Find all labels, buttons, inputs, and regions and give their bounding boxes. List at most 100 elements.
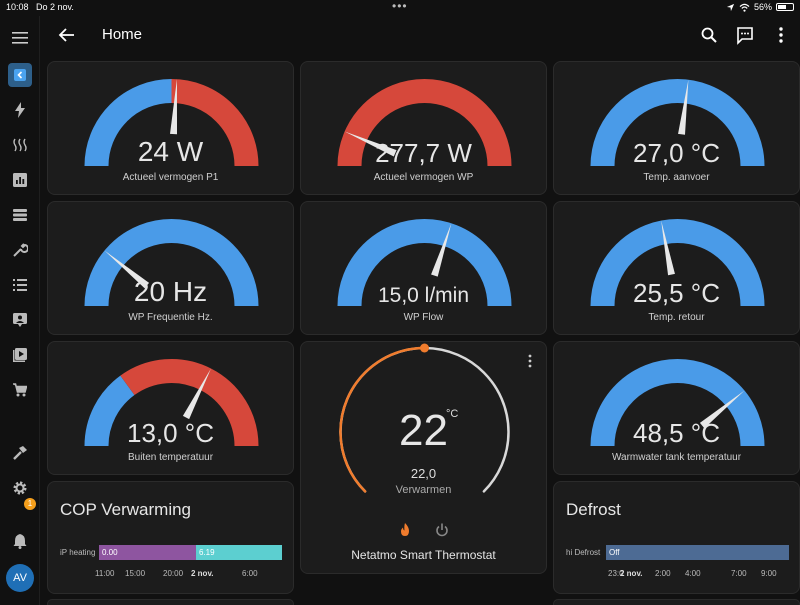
- more-vert-icon[interactable]: [525, 353, 535, 369]
- gauge-card-p1[interactable]: 24 W Actueel vermogen P1: [47, 61, 294, 195]
- gauge-name: Actueel vermogen P1: [122, 172, 219, 183]
- axis-tick: 11:00: [95, 569, 115, 578]
- gauge-value: 13,0 °C: [126, 418, 214, 448]
- assist-button[interactable]: [734, 24, 756, 46]
- gauge-value: 15,0 l/min: [377, 284, 470, 307]
- gauge-dial: [84, 359, 259, 447]
- sidebar-item-energy[interactable]: [8, 98, 32, 122]
- axis-tick: 4:00: [685, 569, 701, 578]
- sidebar-item-tools[interactable]: [8, 238, 32, 262]
- power-icon[interactable]: [435, 522, 449, 538]
- avatar[interactable]: AV: [6, 564, 34, 592]
- axis-tick: 2 nov.: [620, 569, 643, 578]
- list-icon: [13, 279, 27, 291]
- history-card-cop[interactable]: COP Verwarming iP heating 0.00 6.19 11:0…: [47, 481, 294, 594]
- gauge-needle: [699, 390, 745, 429]
- notification-badge: 1: [24, 498, 36, 510]
- gauge-arc-blue: [337, 219, 512, 307]
- gauge-name: Actueel vermogen WP: [373, 172, 474, 183]
- sidebar-item-person[interactable]: [8, 308, 32, 332]
- status-bar: 10:08 Do 2 nov. ••• 56%: [0, 0, 800, 16]
- gauge-dial: [590, 219, 765, 307]
- wrench-icon: [13, 243, 28, 257]
- timeline-segment[interactable]: 0.00: [99, 545, 196, 560]
- axis-tick: 9:00: [761, 569, 777, 578]
- gauge-card-buiten[interactable]: 13,0 °C Buiten temperatuur: [47, 341, 294, 475]
- gauge-card-wp[interactable]: 277,7 W Actueel vermogen WP: [300, 61, 547, 195]
- timeline-segment[interactable]: 6.19: [195, 545, 282, 560]
- axis-tick: 2 nov.: [191, 569, 214, 578]
- gauge-name: Buiten temperatuur: [127, 452, 214, 463]
- gauge-arc-blue: [590, 219, 765, 307]
- gauge-needle: [431, 223, 452, 277]
- timeline-bar: Off: [606, 545, 789, 560]
- sidebar-item-logbook[interactable]: [8, 203, 32, 227]
- hammer-icon: [13, 446, 27, 460]
- gauge-needle: [661, 220, 675, 276]
- thermostat-mode: Verwarmen: [395, 484, 452, 496]
- axis-tick: 6:00: [242, 569, 258, 578]
- axis-tick: 2:00: [655, 569, 671, 578]
- gauge-arc-red: [337, 79, 512, 167]
- gauge-name: WP Flow: [403, 312, 444, 323]
- gauge-arc-blue: [590, 79, 765, 167]
- location-icon: [726, 3, 735, 11]
- gauge-value: 48,5 °C: [632, 418, 720, 448]
- multitask-dots-icon[interactable]: •••: [392, 0, 408, 13]
- thermostat-dial[interactable]: [301, 342, 547, 574]
- overflow-menu-button[interactable]: [770, 24, 792, 46]
- gear-icon: [13, 481, 27, 495]
- bell-icon: [13, 534, 27, 549]
- thermostat-card: 22 °C 22,0 Verwarmen Netatmo Smart Therm…: [300, 341, 547, 574]
- gauge-card-frequentie[interactable]: 20 Hz WP Frequentie Hz.: [47, 201, 294, 335]
- gauge-dial: [84, 79, 259, 167]
- stack-icon: [13, 209, 27, 221]
- battery-percent: 56%: [753, 2, 772, 12]
- flame-icon[interactable]: [398, 522, 412, 538]
- sidebar-item-overview[interactable]: [8, 63, 32, 87]
- history-title: COP Verwarming: [60, 500, 192, 519]
- chat-icon: [737, 27, 753, 45]
- sidebar-item-settings[interactable]: [8, 476, 32, 500]
- sidebar-item-history[interactable]: [8, 168, 32, 192]
- more-vert-icon: [779, 27, 783, 43]
- wifi-icon: [739, 3, 750, 12]
- gauge-card-retour[interactable]: 25,5 °C Temp. retour: [553, 201, 800, 335]
- gauge-card-flow[interactable]: 15,0 l/min WP Flow: [300, 201, 547, 335]
- menu-icon[interactable]: [8, 26, 32, 50]
- sidebar-item-developer[interactable]: [8, 441, 32, 465]
- gauge-name: WP Frequentie Hz.: [128, 312, 213, 323]
- sidebar-item-list[interactable]: [8, 273, 32, 297]
- gauge-dial: [590, 79, 765, 167]
- gauge-arc-blue: [84, 375, 135, 447]
- gauge-card-warmwater[interactable]: 48,5 °C Warmwater tank temperatuur: [553, 341, 800, 475]
- history-card-defrost[interactable]: Defrost hi Defrost Off 23:0 2 nov. 2:00 …: [553, 481, 800, 594]
- axis-tick: 7:00: [731, 569, 747, 578]
- history-row-label: iP heating: [60, 548, 96, 557]
- gauge-card-aanvoer[interactable]: 27,0 °C Temp. aanvoer: [553, 61, 800, 195]
- sidebar: 1 AV: [0, 16, 40, 605]
- timeline-segment[interactable]: Off: [606, 545, 789, 560]
- account-box-icon: [13, 313, 27, 327]
- history-title: Defrost: [566, 500, 621, 519]
- thermostat-current: 22,0: [410, 466, 437, 481]
- partial-card: [47, 599, 294, 605]
- sidebar-item-heating[interactable]: [8, 133, 32, 157]
- search-button[interactable]: [698, 24, 720, 46]
- gauge-value: 27,0 °C: [632, 138, 720, 168]
- sidebar-item-media[interactable]: [8, 343, 32, 367]
- heat-waves-icon: [13, 138, 27, 152]
- status-date: Do 2 nov.: [36, 2, 74, 12]
- axis-tick: 15:00: [125, 569, 146, 578]
- sidebar-item-notifications[interactable]: [8, 529, 32, 553]
- back-button[interactable]: [56, 24, 78, 46]
- search-icon: [701, 27, 717, 43]
- gauge-needle: [182, 368, 211, 420]
- gauge-value: 20 Hz: [133, 276, 208, 307]
- gauge-arc-blue: [84, 79, 172, 167]
- gauge-needle: [678, 79, 689, 135]
- gauge-value: 24 W: [137, 136, 204, 167]
- gauge-arc-blue: [590, 359, 765, 447]
- page-title: Home: [102, 26, 143, 43]
- sidebar-item-shopping[interactable]: [8, 378, 32, 402]
